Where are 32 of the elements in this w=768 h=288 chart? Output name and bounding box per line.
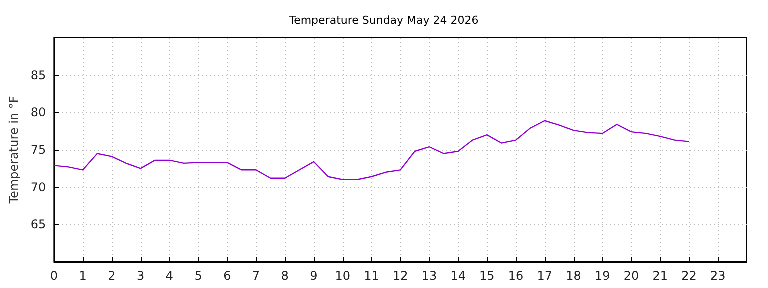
x-tick-label: 5 <box>194 269 202 283</box>
x-tick-label: 3 <box>136 269 145 283</box>
x-tick-label: 4 <box>166 269 174 283</box>
x-tick-label: 8 <box>281 269 289 283</box>
y-axis-title: Temperature in °F <box>7 96 21 205</box>
x-tick-label: 14 <box>450 269 466 283</box>
y-tick-label: 80 <box>30 106 46 120</box>
x-tick-label: 7 <box>252 269 260 283</box>
x-tick-label: 10 <box>335 269 350 283</box>
x-tick-label: 2 <box>108 269 116 283</box>
x-tick-label: 15 <box>480 269 495 283</box>
x-tick-label: 16 <box>508 269 524 283</box>
x-tick-label: 0 <box>50 269 58 283</box>
y-tick-label: 85 <box>30 68 46 82</box>
x-tick-label: 1 <box>79 269 87 283</box>
x-tick-label: 6 <box>224 269 232 283</box>
line-series <box>54 120 690 180</box>
y-tick-label: 70 <box>30 180 46 194</box>
chart-title: Temperature Sunday May 24 2026 <box>288 14 479 27</box>
x-tick-label: 21 <box>652 269 668 283</box>
x-tick-label: 20 <box>624 269 640 283</box>
x-tick-label: 12 <box>392 269 408 283</box>
x-tick-label: 19 <box>595 269 610 283</box>
y-tick-label: 75 <box>30 143 46 157</box>
x-tick-label: 18 <box>566 269 582 283</box>
x-tick-label: 9 <box>310 269 318 283</box>
x-tick-label: 22 <box>682 269 697 283</box>
x-tick-label: 23 <box>710 269 726 283</box>
x-tick-label: 17 <box>537 269 553 283</box>
x-tick-label: 11 <box>364 269 380 283</box>
y-tick-label: 65 <box>30 218 46 232</box>
x-tick-label: 13 <box>422 269 438 283</box>
